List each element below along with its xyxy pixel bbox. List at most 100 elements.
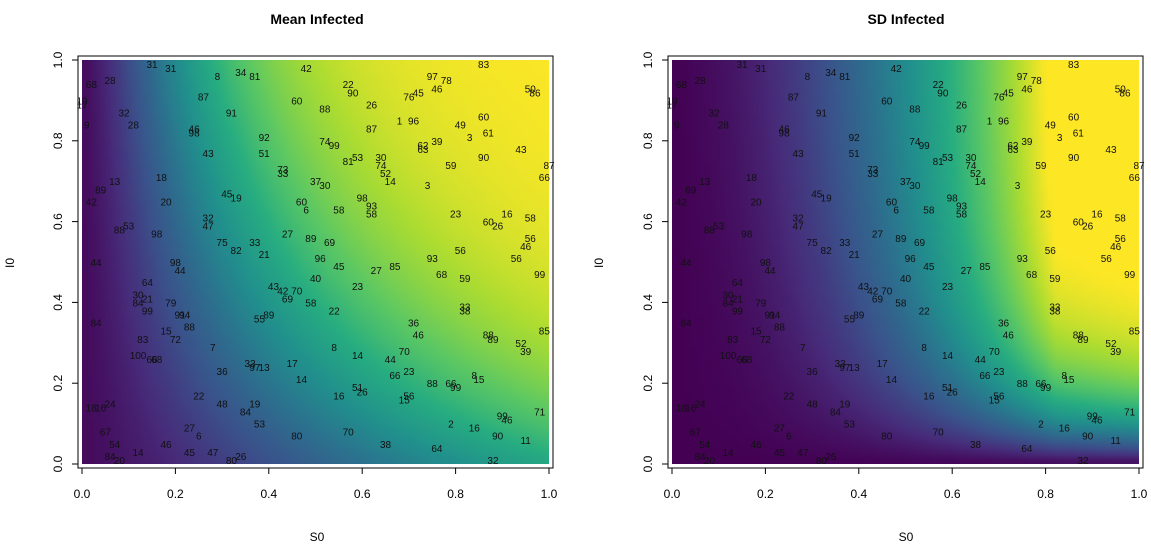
mean-infected-point-label: 51 (259, 149, 271, 160)
mean-infected-point-label: 19 (231, 193, 243, 204)
sd-infected-point-label: 2 (1038, 420, 1044, 431)
mean-infected-point-label: 26 (235, 452, 247, 463)
sd-infected-point-label: 1 (987, 117, 993, 128)
sd-infected-point-label: 14 (886, 375, 898, 386)
mean-infected-point-label: 83 (478, 60, 490, 71)
mean-infected-point-label: 30 (375, 153, 387, 164)
sd-infected-point-label: 17 (877, 359, 889, 370)
sd-infected-point-label: 69 (914, 238, 926, 249)
sd-infected-point-label: 27 (774, 424, 786, 435)
mean-infected-point-label: 11 (520, 436, 531, 447)
sd-infected-point-label: 62 (1007, 141, 1019, 152)
mean-infected-panel: Mean Infected S0 I0 0.0 0.2 0.4 0.6 0.8 1.0 0.… (3, 11, 558, 544)
mean-infected-point-label: 7 (210, 343, 216, 354)
mean-infected-point-label: 69 (324, 238, 336, 249)
sd-infected-y-label: I0 (592, 258, 606, 268)
sd-infected-point-label: 43 (1105, 145, 1117, 156)
sd-infected-point-label: 87 (788, 92, 800, 103)
sd-infected-point-label: 68 (1026, 270, 1038, 281)
sd-infected-point-label: 38 (1049, 306, 1061, 317)
sd-infected-point-label: 44 (680, 258, 692, 269)
sd-infected-point-label: 45 (923, 262, 935, 273)
sd-infected-point-label: 90 (1068, 153, 1080, 164)
mean-infected-y-tick-label: 0.4 (51, 294, 65, 311)
mean-infected-point-label: 68 (436, 270, 448, 281)
sd-infected-point-label: 30 (909, 181, 921, 192)
sd-infected-point-label: 15 (750, 327, 762, 338)
sd-infected-point-label: 52 (1105, 339, 1117, 350)
sd-infected-point-label: 26 (947, 387, 959, 398)
sd-infected-point-label: 9 (674, 121, 680, 132)
sd-infected-point-label: 10 (666, 96, 678, 107)
mean-infected-point-label: 88 (427, 379, 439, 390)
mean-infected-point-label: 64 (431, 444, 443, 455)
mean-infected-point-label: 81 (343, 157, 355, 168)
sd-infected-point-label: 68 (676, 80, 688, 91)
sd-infected-point-label: 20 (704, 456, 716, 467)
sd-infected-point-label: 99 (732, 306, 744, 317)
mean-infected-point-label: 27 (371, 266, 383, 277)
sd-infected-point-label: 81 (933, 157, 945, 168)
mean-infected-point-label: 8 (331, 343, 337, 354)
mean-infected-point-label: 59 (459, 274, 471, 285)
sd-infected-point-label: 16 (1091, 210, 1103, 221)
sd-infected-point-label: 6 (893, 205, 899, 216)
mean-infected-point-label: 58 (305, 298, 317, 309)
sd-infected-point-label: 60 (1073, 218, 1085, 229)
sd-infected-point-label: 74 (909, 137, 921, 148)
mean-infected-point-label: 46 (501, 416, 513, 427)
sd-infected-point-label: 88 (1017, 379, 1029, 390)
mean-infected-point-label: 6 (196, 432, 202, 443)
sd-infected-point-label: 81 (839, 72, 851, 83)
mean-infected-point-label: 46 (431, 84, 443, 95)
mean-infected-point-label: 84 (90, 319, 102, 330)
mean-infected-point-label: 90 (478, 153, 490, 164)
mean-infected-point-label: 97 (427, 72, 439, 83)
sd-infected-point-label: 83 (1068, 60, 1080, 71)
sd-infected-point-label: 22 (783, 391, 795, 402)
mean-infected-point-label: 34 (235, 68, 247, 79)
mean-infected-point-label: 16 (501, 210, 513, 221)
sd-infected-point-label: 20 (750, 197, 762, 208)
mean-infected-point-label: 36 (408, 319, 420, 330)
sd-infected-point-label: 21 (849, 250, 861, 261)
sd-infected-point-label: 93 (956, 201, 968, 212)
mean-infected-point-label: 53 (254, 420, 266, 431)
sd-infected-point-label: 89 (895, 234, 907, 245)
sd-infected-point-label: 83 (727, 335, 739, 346)
mean-infected-point-label: 56 (511, 254, 523, 265)
sd-infected-point-label: 80 (816, 456, 828, 467)
mean-infected-point-label: 55 (254, 315, 266, 326)
sd-infected-point-label: 26 (956, 100, 968, 111)
sd-infected-point-label: 89 (853, 311, 865, 322)
mean-infected-point-label: 70 (343, 428, 355, 439)
mean-infected-point-label: 79 (165, 298, 177, 309)
sd-infected-point-label: 60 (1068, 113, 1080, 124)
mean-infected-point-label: 32 (118, 109, 130, 120)
mean-infected-point-label: 21 (259, 250, 271, 261)
sd-infected-plot-frame (667, 55, 1144, 469)
sd-infected-point-label: 66 (979, 371, 991, 382)
sd-infected-point-label: 76 (993, 92, 1005, 103)
mean-infected-point-label: 61 (483, 129, 495, 140)
sd-infected-point-label: 71 (1124, 407, 1136, 418)
mean-infected-point-label: 89 (305, 234, 317, 245)
sd-infected-point-label: 70 (881, 286, 893, 297)
sd-infected-point-label: 39 (1110, 347, 1122, 358)
mean-infected-point-label: 52 (380, 169, 392, 180)
mean-infected-point-label: 90 (347, 88, 359, 99)
mean-infected-point-label: 46 (520, 242, 532, 253)
mean-infected-point-label: 42 (277, 286, 289, 297)
sd-infected-point-label: 22 (933, 80, 945, 91)
mean-infected-point-label: 73 (277, 165, 289, 176)
sd-infected-point-label: 53 (713, 222, 725, 233)
sd-infected-point-label: 13 (849, 363, 861, 374)
mean-infected-point-label: 98 (170, 258, 182, 269)
mean-infected-point-label: 14 (132, 448, 144, 459)
mean-infected-point-label: 27 (184, 424, 196, 435)
sd-infected-point-label: 34 (825, 68, 837, 79)
mean-infected-point-label: 99 (329, 141, 341, 152)
sd-infected-point-label: 46 (779, 125, 791, 136)
sd-infected-point-label: 70 (989, 347, 1001, 358)
